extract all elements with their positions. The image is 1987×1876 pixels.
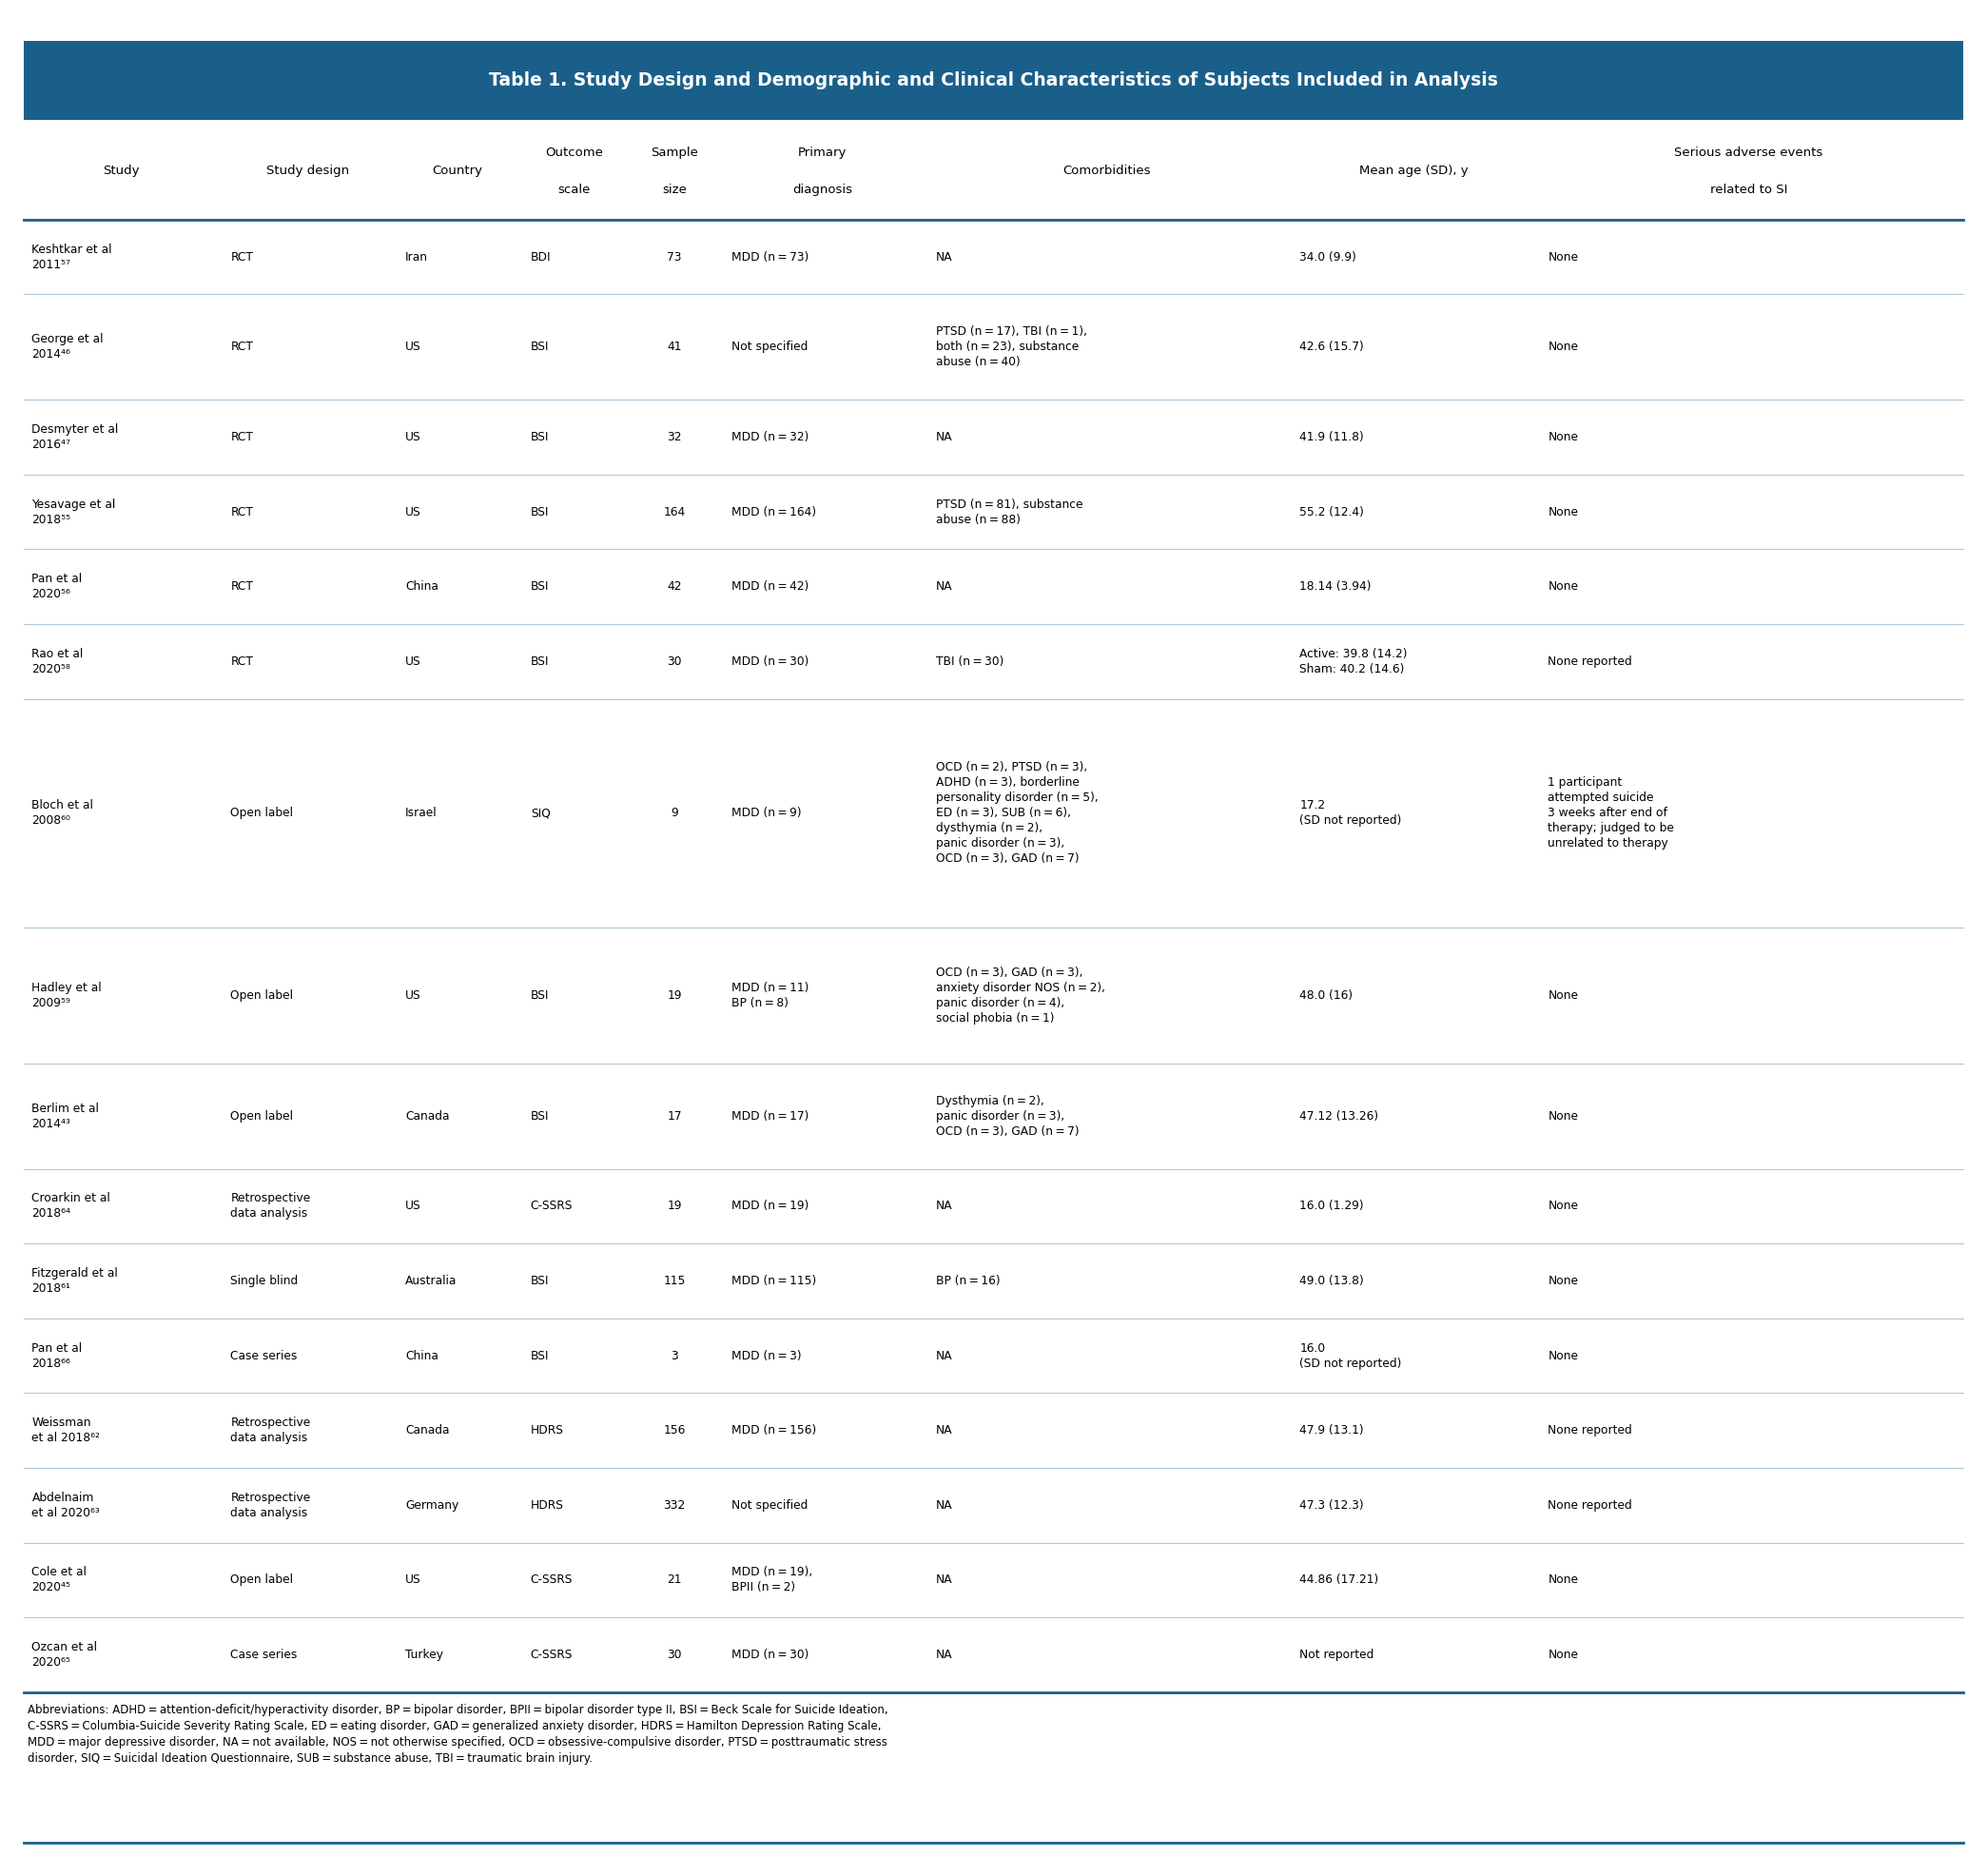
Text: RCT: RCT [230,251,252,263]
Text: None reported: None reported [1548,1499,1631,1512]
Text: None: None [1548,1276,1578,1287]
Text: 55.2 (12.4): 55.2 (12.4) [1299,507,1363,518]
Text: NA: NA [936,1499,952,1512]
Text: 73: 73 [668,251,682,263]
Text: None: None [1548,1574,1578,1587]
Text: RCT: RCT [230,431,252,443]
Text: None reported: None reported [1548,1424,1631,1437]
Text: BSI: BSI [531,1349,548,1362]
Text: NA: NA [936,1424,952,1437]
Text: Hadley et al
2009⁵⁹: Hadley et al 2009⁵⁹ [32,981,101,1009]
Text: 9: 9 [672,807,678,820]
Text: NA: NA [936,1574,952,1587]
Text: 30: 30 [668,655,682,668]
Text: 47.3 (12.3): 47.3 (12.3) [1299,1499,1363,1512]
Text: MDD (n = 164): MDD (n = 164) [731,507,817,518]
Text: MDD (n = 30): MDD (n = 30) [731,1649,809,1660]
Text: HDRS: HDRS [531,1424,564,1437]
Text: Ozcan et al
2020⁶⁵: Ozcan et al 2020⁶⁵ [32,1642,97,1668]
Text: TBI (n = 30): TBI (n = 30) [936,655,1003,668]
Text: Keshtkar et al
2011⁵⁷: Keshtkar et al 2011⁵⁷ [32,244,111,270]
Text: Serious adverse events: Serious adverse events [1675,146,1822,159]
Text: Outcome: Outcome [544,146,604,159]
Text: MDD (n = 156): MDD (n = 156) [731,1424,817,1437]
Text: 16.0 (1.29): 16.0 (1.29) [1299,1201,1363,1212]
Text: None: None [1548,989,1578,1002]
Text: George et al
2014⁴⁶: George et al 2014⁴⁶ [32,334,103,360]
Text: Israel: Israel [405,807,437,820]
Text: BSI: BSI [531,1276,548,1287]
Text: 19: 19 [668,1201,682,1212]
Text: NA: NA [936,1649,952,1660]
Text: MDD (n = 19): MDD (n = 19) [731,1201,809,1212]
Text: Turkey: Turkey [405,1649,443,1660]
Text: C-SSRS: C-SSRS [531,1574,572,1587]
Text: China: China [405,1349,439,1362]
Text: RCT: RCT [230,580,252,593]
Text: None: None [1548,1201,1578,1212]
Text: Bloch et al
2008⁶⁰: Bloch et al 2008⁶⁰ [32,799,93,827]
Text: PTSD (n = 81), substance
abuse (n = 88): PTSD (n = 81), substance abuse (n = 88) [936,497,1083,525]
Text: 30: 30 [668,1649,682,1660]
Text: Berlim et al
2014⁴³: Berlim et al 2014⁴³ [32,1103,99,1129]
Text: MDD (n = 3): MDD (n = 3) [731,1349,801,1362]
Text: MDD (n = 17): MDD (n = 17) [731,1111,809,1122]
Text: 156: 156 [664,1424,686,1437]
Text: 21: 21 [668,1574,682,1587]
Text: Canada: Canada [405,1424,449,1437]
Text: Active: 39.8 (14.2)
Sham: 40.2 (14.6): Active: 39.8 (14.2) Sham: 40.2 (14.6) [1299,647,1407,675]
Text: Country: Country [431,165,483,176]
Text: 34.0 (9.9): 34.0 (9.9) [1299,251,1357,263]
Text: BSI: BSI [531,989,548,1002]
Text: Germany: Germany [405,1499,459,1512]
Text: NA: NA [936,1201,952,1212]
Text: Pan et al
2018⁶⁶: Pan et al 2018⁶⁶ [32,1341,81,1369]
Text: MDD (n = 11)
BP (n = 8): MDD (n = 11) BP (n = 8) [731,981,809,1009]
Text: Desmyter et al
2016⁴⁷: Desmyter et al 2016⁴⁷ [32,424,119,450]
Bar [24,41,1963,120]
Text: MDD (n = 32): MDD (n = 32) [731,431,809,443]
Text: 32: 32 [668,431,682,443]
Text: 16.0
(SD not reported): 16.0 (SD not reported) [1299,1341,1401,1369]
Text: NA: NA [936,580,952,593]
Text: US: US [405,655,421,668]
Text: None: None [1548,341,1578,353]
Text: RCT: RCT [230,341,252,353]
Text: 48.0 (16): 48.0 (16) [1299,989,1353,1002]
Text: Australia: Australia [405,1276,457,1287]
Text: Case series: Case series [230,1349,298,1362]
Text: NA: NA [936,1349,952,1362]
Text: Croarkin et al
2018⁶⁴: Croarkin et al 2018⁶⁴ [32,1193,111,1219]
Text: China: China [405,580,439,593]
Text: US: US [405,507,421,518]
Text: BSI: BSI [531,507,548,518]
Text: 1 participant
attempted suicide
3 weeks after end of
therapy; judged to be
unrel: 1 participant attempted suicide 3 weeks … [1548,777,1675,850]
Text: 41: 41 [668,341,682,353]
Text: C-SSRS: C-SSRS [531,1201,572,1212]
Text: Mean age (SD), y: Mean age (SD), y [1359,165,1468,176]
Text: OCD (n = 2), PTSD (n = 3),
ADHD (n = 3), borderline
personality disorder (n = 5): OCD (n = 2), PTSD (n = 3), ADHD (n = 3),… [936,762,1099,865]
Text: US: US [405,431,421,443]
Text: Abbreviations: ADHD = attention-deficit/hyperactivity disorder, BP = bipolar dis: Abbreviations: ADHD = attention-deficit/… [28,1703,888,1763]
Text: related to SI: related to SI [1711,184,1786,197]
Text: MDD (n = 19),
BPII (n = 2): MDD (n = 19), BPII (n = 2) [731,1566,813,1595]
Text: 17.2
(SD not reported): 17.2 (SD not reported) [1299,799,1401,827]
Text: 332: 332 [664,1499,686,1512]
Text: 18.14 (3.94): 18.14 (3.94) [1299,580,1371,593]
Text: Abdelnaim
et al 2020⁶³: Abdelnaim et al 2020⁶³ [32,1491,99,1520]
Text: RCT: RCT [230,507,252,518]
Text: Not specified: Not specified [731,1499,807,1512]
Text: Case series: Case series [230,1649,298,1660]
Text: None: None [1548,1649,1578,1660]
Text: Not specified: Not specified [731,341,807,353]
Text: US: US [405,1201,421,1212]
Text: None: None [1548,507,1578,518]
Text: None: None [1548,1111,1578,1122]
Text: Open label: Open label [230,1574,294,1587]
Text: MDD (n = 9): MDD (n = 9) [731,807,801,820]
Text: Iran: Iran [405,251,427,263]
Text: 164: 164 [664,507,686,518]
Text: Study design: Study design [266,165,350,176]
Text: Weissman
et al 2018⁶²: Weissman et al 2018⁶² [32,1416,99,1445]
Text: Yesavage et al
2018⁵⁵: Yesavage et al 2018⁵⁵ [32,497,115,525]
